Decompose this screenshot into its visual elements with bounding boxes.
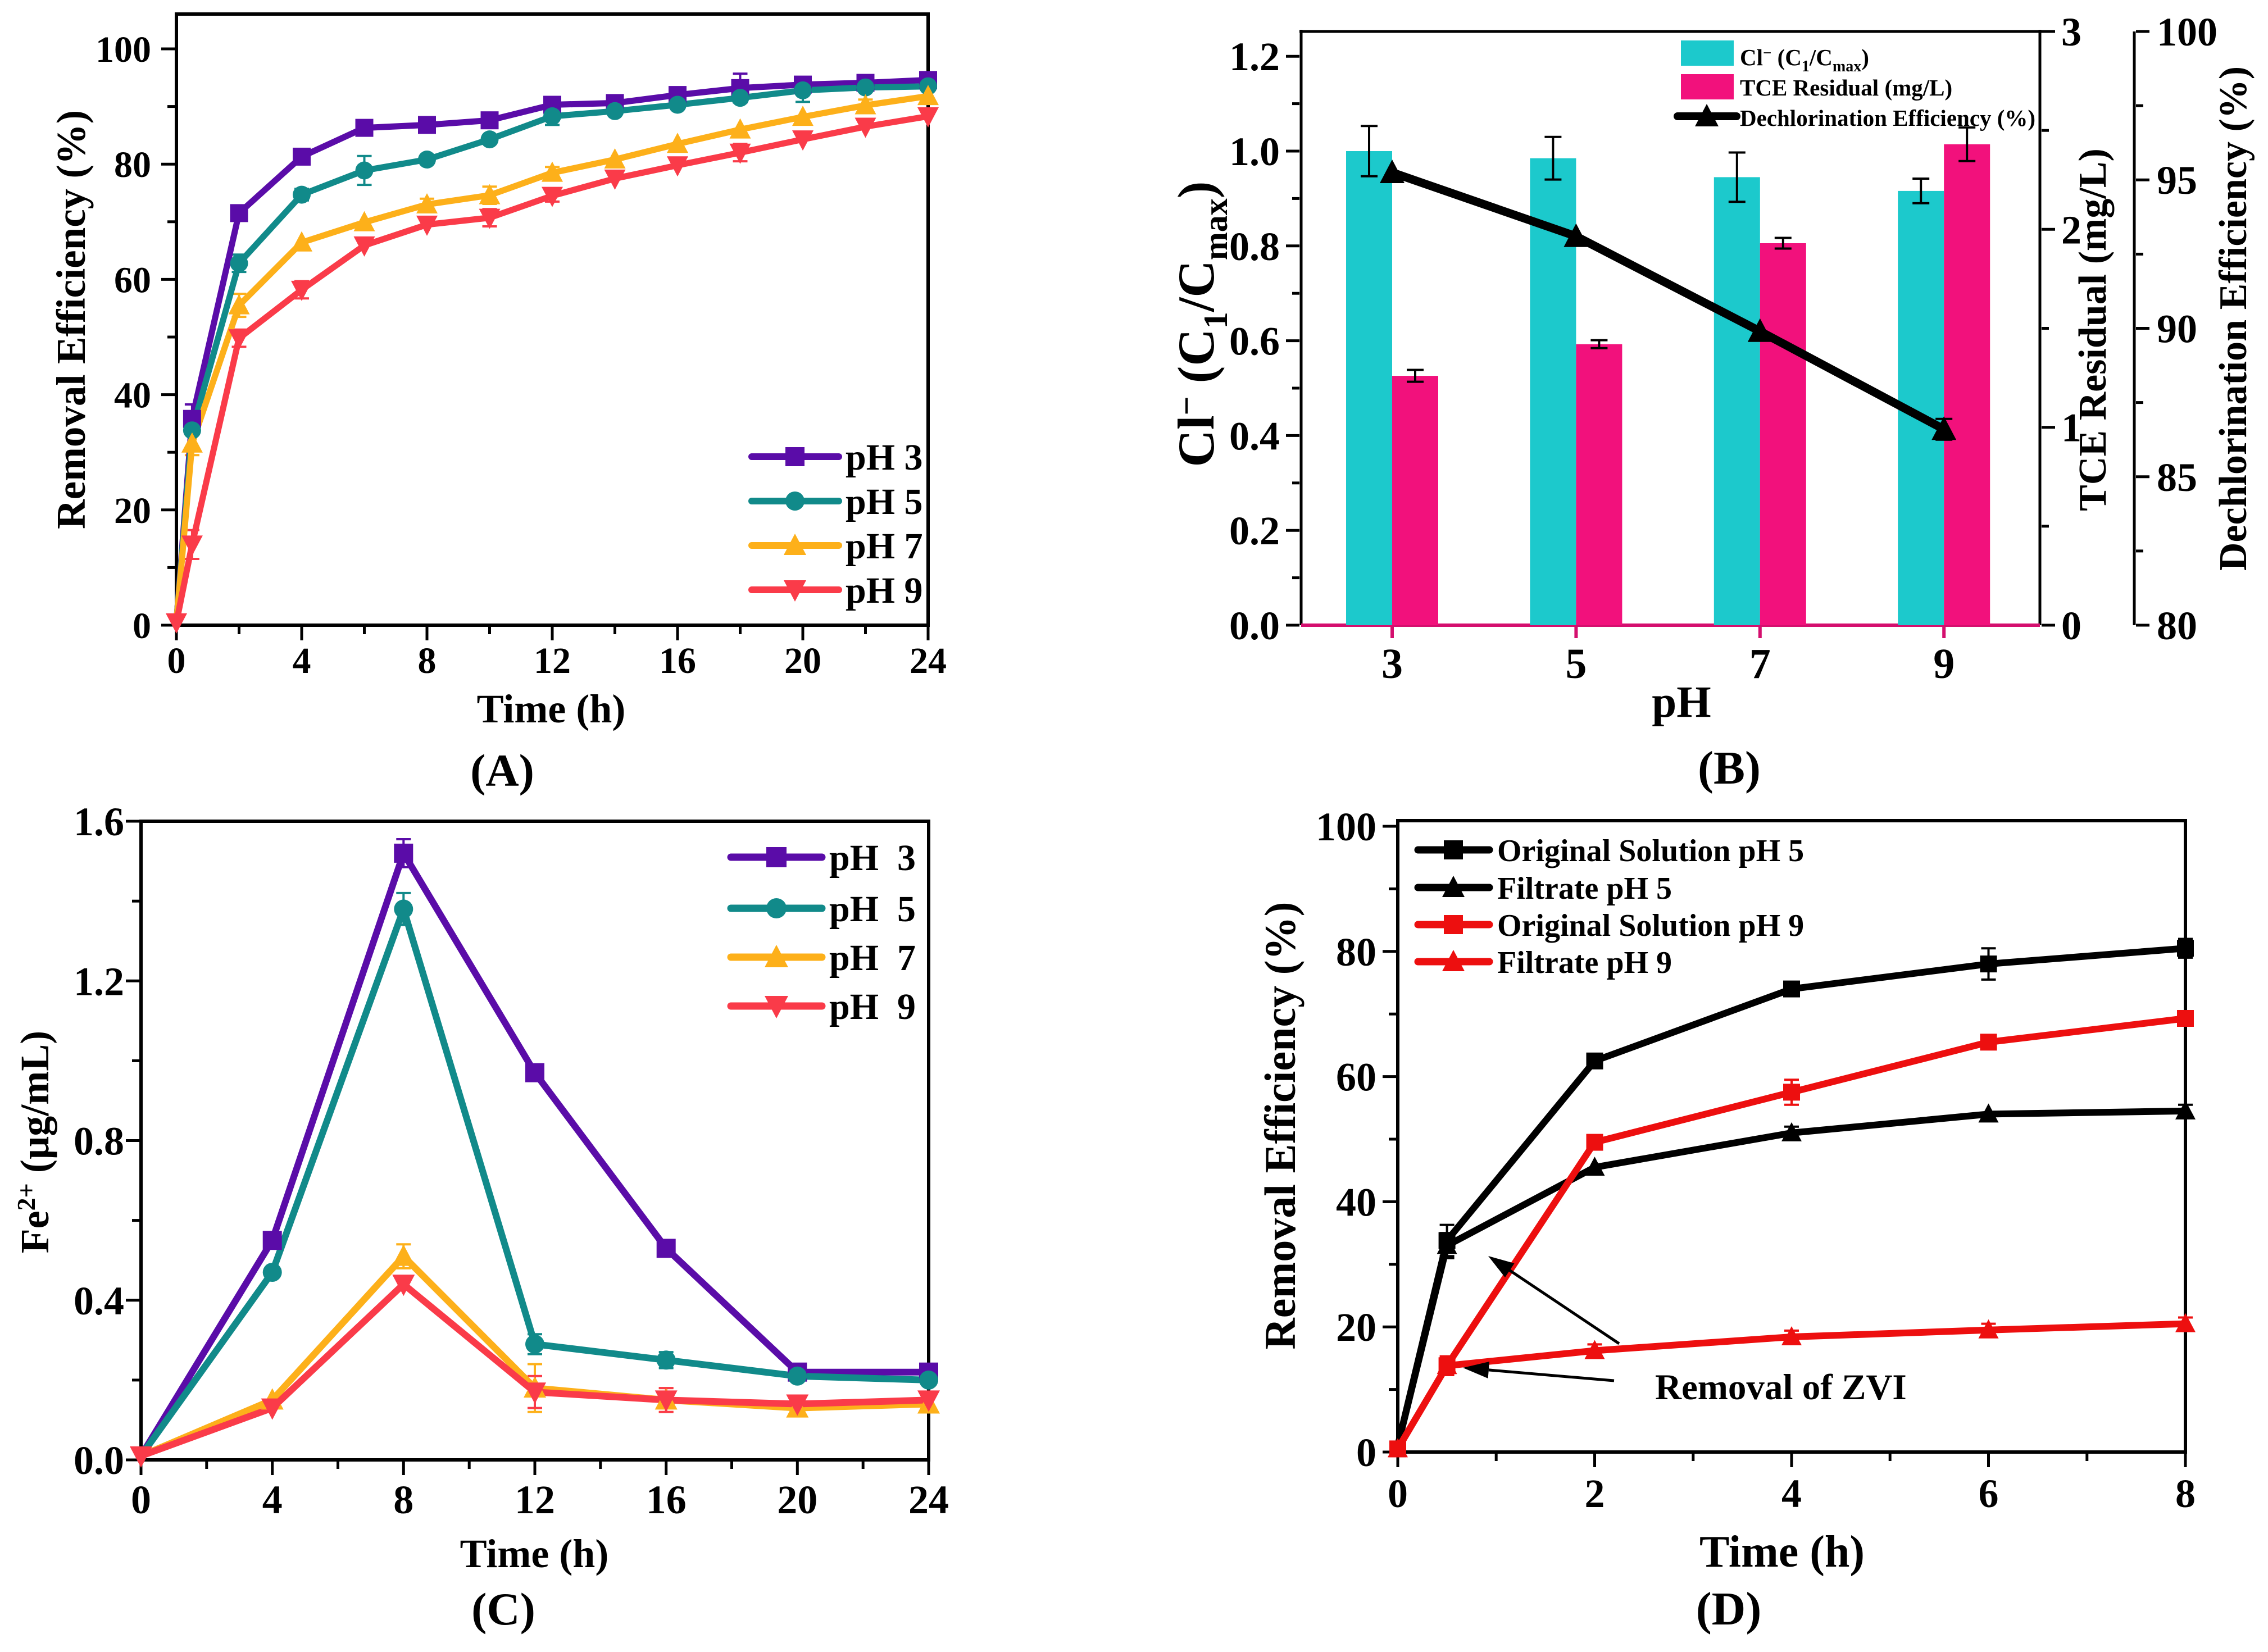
svg-text:24: 24 bbox=[908, 1477, 949, 1522]
svg-text:20: 20 bbox=[1336, 1305, 1376, 1350]
svg-text:9: 9 bbox=[1933, 640, 1955, 688]
svg-text:Dechlorination Efficiency (%): Dechlorination Efficiency (%) bbox=[2212, 66, 2255, 571]
svg-text:Time (h): Time (h) bbox=[460, 1531, 609, 1576]
svg-text:(A): (A) bbox=[470, 745, 534, 796]
svg-text:Removal Efficiency (%): Removal Efficiency (%) bbox=[48, 110, 94, 529]
svg-text:0.8: 0.8 bbox=[74, 1119, 124, 1164]
svg-text:1.6: 1.6 bbox=[74, 799, 124, 844]
svg-text:3: 3 bbox=[1381, 640, 1403, 688]
svg-text:0.0: 0.0 bbox=[74, 1438, 124, 1483]
svg-text:pH 3: pH 3 bbox=[846, 437, 923, 478]
svg-text:3: 3 bbox=[2061, 10, 2081, 54]
svg-text:0: 0 bbox=[1356, 1430, 1376, 1475]
svg-text:Time (h): Time (h) bbox=[477, 686, 626, 731]
svg-text:12: 12 bbox=[534, 640, 571, 681]
svg-text:0.4: 0.4 bbox=[1229, 413, 1280, 458]
svg-text:95: 95 bbox=[2157, 158, 2197, 203]
svg-text:Cl− (C1/Cmax): Cl− (C1/Cmax) bbox=[1740, 44, 1869, 75]
svg-text:80: 80 bbox=[114, 144, 151, 185]
svg-text:pH 5: pH 5 bbox=[846, 481, 923, 522]
svg-text:12: 12 bbox=[515, 1477, 555, 1522]
svg-text:pH 9: pH 9 bbox=[846, 570, 923, 611]
svg-text:0: 0 bbox=[2061, 603, 2081, 648]
svg-text:100: 100 bbox=[2157, 10, 2217, 54]
svg-text:20: 20 bbox=[777, 1477, 817, 1522]
svg-text:Cl− (C1/Cmax): Cl− (C1/Cmax) bbox=[1167, 181, 1234, 467]
svg-text:Removal of ZVI: Removal of ZVI bbox=[1655, 1367, 1907, 1408]
svg-text:(B): (B) bbox=[1698, 742, 1761, 794]
svg-text:Removal Efficiency (%): Removal Efficiency (%) bbox=[1256, 902, 1305, 1349]
svg-text:Filtrate pH 9: Filtrate pH 9 bbox=[1497, 945, 1672, 980]
svg-text:1.2: 1.2 bbox=[1229, 34, 1280, 79]
svg-text:100: 100 bbox=[1316, 804, 1376, 849]
svg-text:60: 60 bbox=[1336, 1055, 1376, 1100]
svg-text:Filtrate pH 5: Filtrate pH 5 bbox=[1497, 871, 1672, 906]
svg-text:80: 80 bbox=[2157, 603, 2197, 648]
svg-text:8: 8 bbox=[393, 1477, 413, 1522]
svg-text:0: 0 bbox=[167, 640, 186, 681]
svg-text:16: 16 bbox=[646, 1477, 687, 1522]
svg-text:0.4: 0.4 bbox=[74, 1278, 124, 1323]
svg-text:16: 16 bbox=[659, 640, 696, 681]
svg-text:Original Solution pH 5: Original Solution pH 5 bbox=[1497, 834, 1804, 868]
svg-text:0: 0 bbox=[131, 1477, 151, 1522]
svg-text:4: 4 bbox=[1781, 1471, 1802, 1516]
svg-text:40: 40 bbox=[114, 375, 151, 416]
svg-text:24: 24 bbox=[910, 640, 947, 681]
svg-text:pH 3: pH 3 bbox=[829, 838, 916, 879]
svg-text:0.6: 0.6 bbox=[1229, 319, 1280, 364]
svg-text:20: 20 bbox=[784, 640, 821, 681]
svg-text:Original Solution pH 9: Original Solution pH 9 bbox=[1497, 908, 1804, 943]
svg-text:0: 0 bbox=[133, 606, 151, 647]
svg-text:20: 20 bbox=[114, 490, 151, 531]
svg-text:4: 4 bbox=[293, 640, 311, 681]
svg-text:(D): (D) bbox=[1696, 1583, 1762, 1635]
svg-text:7: 7 bbox=[1749, 640, 1771, 688]
svg-text:pH 7: pH 7 bbox=[829, 938, 916, 979]
svg-text:2: 2 bbox=[2061, 207, 2081, 252]
svg-text:Time (h): Time (h) bbox=[1699, 1527, 1865, 1577]
svg-text:85: 85 bbox=[2157, 455, 2197, 500]
svg-text:TCE Residual (mg/L): TCE Residual (mg/L) bbox=[1740, 75, 1952, 101]
svg-text:pH: pH bbox=[1652, 678, 1711, 727]
svg-text:80: 80 bbox=[1336, 930, 1376, 975]
svg-text:0: 0 bbox=[1388, 1471, 1408, 1516]
svg-text:60: 60 bbox=[114, 260, 151, 301]
svg-text:Fe2+ (µg/mL): Fe2+ (µg/mL) bbox=[12, 1031, 57, 1254]
svg-text:4: 4 bbox=[262, 1477, 283, 1522]
svg-text:90: 90 bbox=[2157, 307, 2197, 352]
svg-text:8: 8 bbox=[2175, 1471, 2196, 1516]
svg-text:2: 2 bbox=[1585, 1471, 1605, 1516]
svg-text:TCE Residual (mg/L): TCE Residual (mg/L) bbox=[2071, 148, 2115, 511]
svg-text:1.0: 1.0 bbox=[1229, 129, 1280, 174]
svg-text:1.2: 1.2 bbox=[74, 959, 124, 1004]
svg-text:8: 8 bbox=[418, 640, 437, 681]
svg-text:pH 5: pH 5 bbox=[829, 889, 916, 930]
svg-text:0.0: 0.0 bbox=[1229, 603, 1280, 648]
svg-text:0.2: 0.2 bbox=[1229, 508, 1280, 553]
svg-text:100: 100 bbox=[96, 29, 151, 70]
svg-text:6: 6 bbox=[1979, 1471, 1999, 1516]
svg-text:pH 7: pH 7 bbox=[846, 526, 923, 567]
svg-text:(C): (C) bbox=[471, 1583, 535, 1635]
svg-text:0.8: 0.8 bbox=[1229, 224, 1280, 269]
svg-text:5: 5 bbox=[1565, 640, 1587, 688]
svg-text:40: 40 bbox=[1336, 1180, 1376, 1225]
svg-text:pH 9: pH 9 bbox=[829, 986, 916, 1027]
svg-text:1: 1 bbox=[2061, 406, 2081, 450]
svg-text:Dechlorination Efficiency (%): Dechlorination Efficiency (%) bbox=[1740, 105, 2035, 131]
